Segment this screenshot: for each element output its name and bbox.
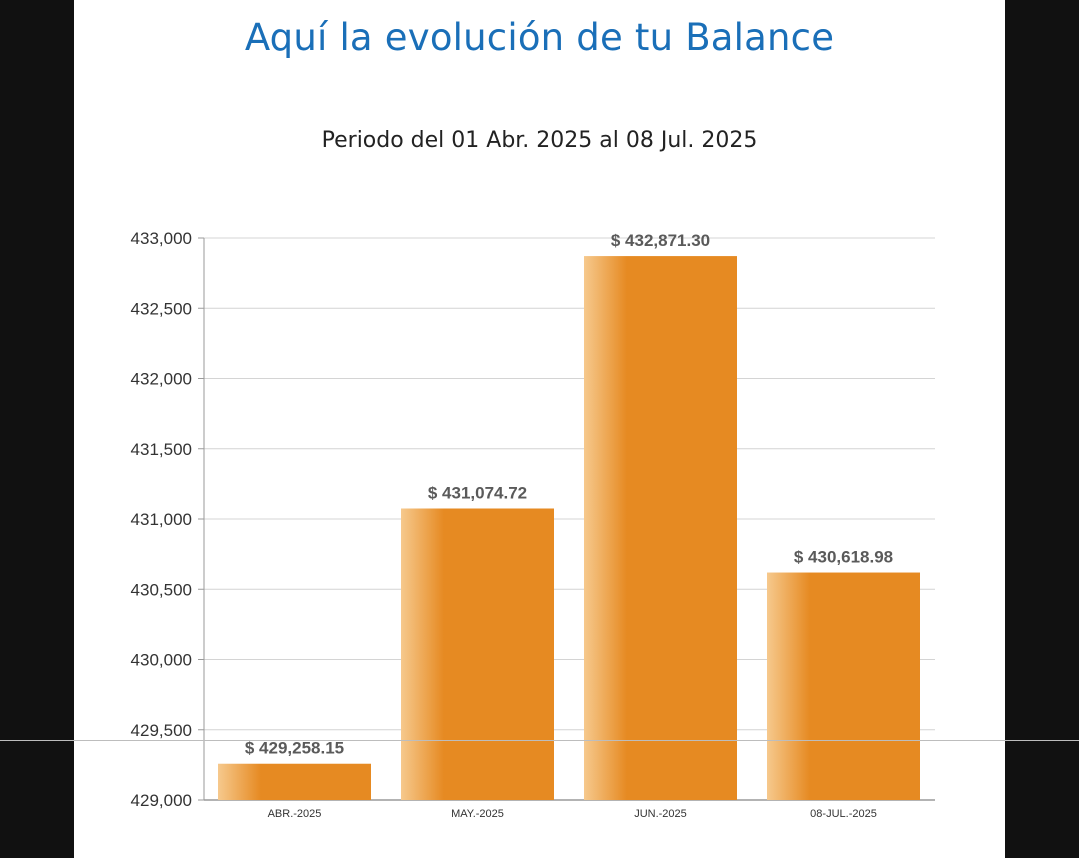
y-tick-label: 432,000 bbox=[131, 370, 192, 389]
y-tick-label: 429,000 bbox=[131, 791, 192, 810]
bar-data-label: $ 430,618.98 bbox=[794, 548, 893, 567]
bar-data-label: $ 432,871.30 bbox=[611, 231, 710, 250]
x-tick-label: JUN.-2025 bbox=[634, 808, 687, 820]
chart-subtitle: Periodo del 01 Abr. 2025 al 08 Jul. 2025 bbox=[321, 128, 758, 153]
y-tick-label: 433,000 bbox=[131, 229, 192, 248]
y-tick-label: 429,500 bbox=[131, 721, 192, 740]
y-tick-label: 431,000 bbox=[131, 510, 192, 529]
bar-data-label: $ 429,258.15 bbox=[245, 739, 344, 758]
bar-data-label: $ 431,074.72 bbox=[428, 484, 527, 503]
x-tick-label: 08-JUL.-2025 bbox=[810, 808, 877, 820]
y-tick-label: 430,000 bbox=[131, 651, 192, 670]
y-tick-label: 431,500 bbox=[131, 440, 192, 459]
bar bbox=[401, 508, 554, 800]
y-tick-label: 430,500 bbox=[131, 580, 192, 599]
bar bbox=[584, 256, 737, 800]
bar bbox=[767, 572, 920, 800]
horizontal-divider bbox=[0, 740, 1079, 741]
y-tick-label: 432,500 bbox=[131, 299, 192, 318]
x-tick-label: MAY.-2025 bbox=[451, 808, 504, 820]
page-title: Aquí la evolución de tu Balance bbox=[244, 16, 835, 59]
bar bbox=[218, 763, 371, 800]
x-tick-label: ABR.-2025 bbox=[268, 808, 322, 820]
